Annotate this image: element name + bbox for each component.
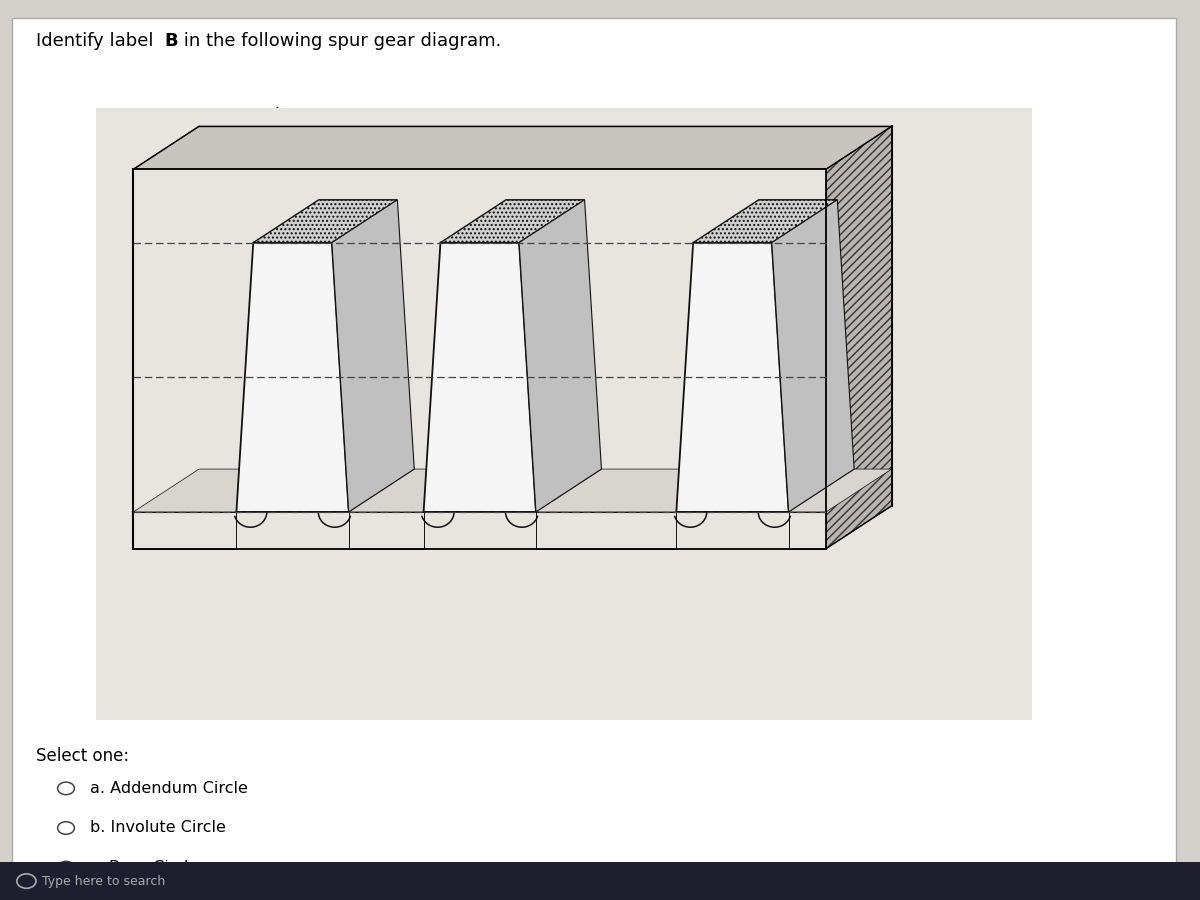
Polygon shape [133, 126, 892, 169]
Polygon shape [332, 200, 414, 512]
Polygon shape [133, 169, 826, 549]
Text: Bottom land: Bottom land [856, 345, 881, 422]
Text: A: A [98, 301, 113, 319]
Text: c. Base Circle: c. Base Circle [90, 860, 198, 875]
Text: Top land: Top land [350, 122, 394, 170]
Text: Type here to search: Type here to search [42, 875, 166, 887]
Polygon shape [199, 126, 892, 506]
Polygon shape [788, 469, 892, 512]
Text: G: G [557, 191, 571, 209]
Polygon shape [236, 243, 349, 512]
Polygon shape [520, 200, 601, 512]
Text: D: D [757, 270, 773, 288]
Polygon shape [424, 243, 536, 512]
Polygon shape [677, 243, 788, 512]
Text: Pitch
circle: Pitch circle [557, 345, 590, 373]
Polygon shape [694, 200, 838, 243]
Polygon shape [772, 200, 854, 512]
Text: a. Addendum Circle: a. Addendum Circle [90, 781, 248, 796]
Text: Select one:: Select one: [36, 747, 130, 765]
Text: b. Involute Circle: b. Involute Circle [90, 821, 226, 835]
Polygon shape [788, 512, 826, 549]
Polygon shape [536, 512, 677, 549]
Text: F: F [492, 191, 505, 209]
Text: B: B [164, 32, 178, 50]
Polygon shape [349, 469, 490, 512]
Text: Width
of space: Width of space [350, 345, 403, 373]
Text: Fillet
radius: Fillet radius [338, 222, 378, 250]
Text: H: H [239, 265, 253, 283]
Polygon shape [536, 469, 742, 512]
Text: C: C [374, 295, 388, 313]
FancyBboxPatch shape [12, 18, 1176, 873]
Polygon shape [440, 200, 584, 243]
Polygon shape [826, 126, 892, 549]
Text: Identify label: Identify label [36, 32, 160, 50]
Text: E: E [760, 362, 772, 380]
Bar [0, 862, 1200, 900]
Polygon shape [133, 469, 302, 512]
Polygon shape [349, 512, 424, 549]
Text: Tooth
thickness: Tooth thickness [226, 345, 284, 373]
Polygon shape [133, 512, 236, 549]
Text: B: B [98, 405, 112, 423]
Polygon shape [253, 200, 397, 243]
Text: Face width: Face width [266, 105, 318, 166]
Text: in the following spur gear diagram.: in the following spur gear diagram. [178, 32, 500, 50]
